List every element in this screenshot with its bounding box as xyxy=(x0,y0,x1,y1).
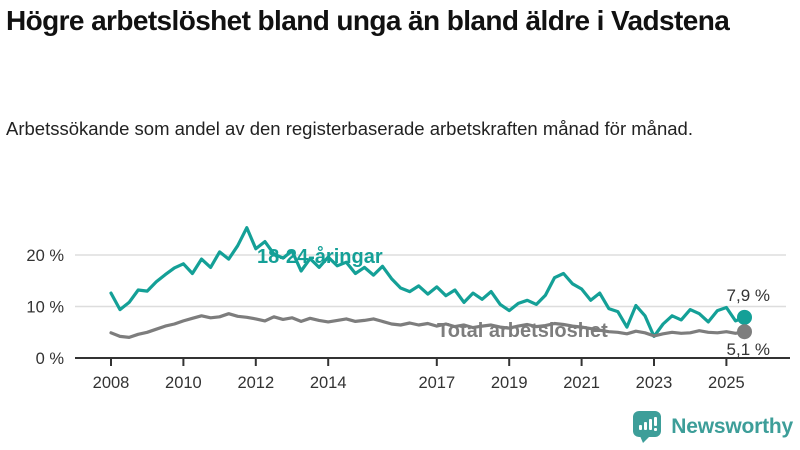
series-label-young: 18-24-åringar xyxy=(257,245,383,268)
x-axis xyxy=(75,357,790,366)
chart-subtitle: Arbetssökande som andel av den registerb… xyxy=(6,118,693,139)
x-axis-labels: 2008 2010 2012 2014 2017 2019 2021 2023 2025 xyxy=(93,374,745,392)
svg-text:2021: 2021 xyxy=(563,374,600,392)
svg-text:2019: 2019 xyxy=(491,374,528,392)
svg-text:20 %: 20 % xyxy=(26,247,64,265)
svg-text:2023: 2023 xyxy=(636,374,673,392)
series-end-dots xyxy=(737,309,752,340)
svg-text:2010: 2010 xyxy=(165,374,202,392)
series-label-total: Total arbetslöshet xyxy=(437,320,608,342)
end-value-young: 7,9 % xyxy=(727,286,770,305)
end-value-total: 5,1 % xyxy=(727,340,770,359)
gridlines xyxy=(75,254,786,308)
svg-text:2025: 2025 xyxy=(708,374,745,392)
chart-title: Högre arbetslöshet bland unga än bland ä… xyxy=(6,5,730,36)
svg-text:2012: 2012 xyxy=(237,374,274,392)
svg-text:10 %: 10 % xyxy=(26,299,64,317)
newsworthy-logo: Newsworthy xyxy=(632,410,793,444)
svg-text:2014: 2014 xyxy=(310,374,347,392)
series-lines xyxy=(109,226,747,339)
svg-text:2017: 2017 xyxy=(418,374,455,392)
svg-text:2008: 2008 xyxy=(93,374,130,392)
newsworthy-wordmark: Newsworthy xyxy=(671,415,793,438)
y-axis-labels: 0 % 10 % 20 % xyxy=(26,247,64,368)
svg-text:0 %: 0 % xyxy=(36,350,65,368)
newsworthy-bar-chart-bubble-icon xyxy=(633,411,662,443)
